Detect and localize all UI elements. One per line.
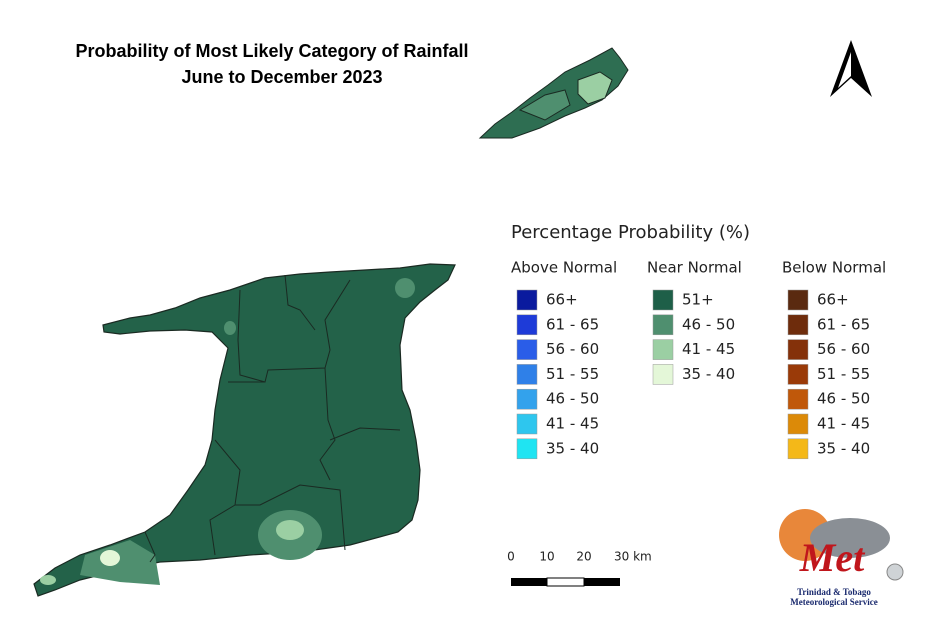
legend-swatch bbox=[652, 339, 674, 360]
legend-label: 46 - 50 bbox=[817, 390, 870, 408]
scale-segment bbox=[511, 578, 547, 586]
legend-swatch bbox=[787, 339, 809, 360]
legend-heading: Near Normal bbox=[647, 259, 742, 277]
scale-segment bbox=[546, 577, 585, 587]
legend-label: 46 - 50 bbox=[546, 390, 599, 408]
logo-mark: Met bbox=[799, 535, 866, 580]
legend-swatch bbox=[787, 289, 809, 311]
title-line: June to December 2023 bbox=[181, 67, 382, 87]
legend-swatch bbox=[516, 388, 538, 410]
logo-text: Meteorological Service bbox=[790, 597, 878, 607]
legend-label: 51+ bbox=[682, 291, 714, 309]
scale-label: 10 bbox=[539, 550, 554, 564]
legend-swatch bbox=[652, 289, 674, 311]
trinidad bbox=[33, 263, 456, 597]
scale-segment bbox=[584, 578, 620, 586]
legend: Above Normal 66+ 61 - 65 56 - 60 51 - 55 46 -… bbox=[511, 259, 886, 460]
legend-label: 35 - 40 bbox=[817, 439, 870, 457]
logo-text: Trinidad & Tobago bbox=[797, 587, 871, 597]
legend-label: 61 - 65 bbox=[546, 315, 599, 333]
logo: Met Trinidad & Tobago Meteorological Ser… bbox=[779, 509, 904, 607]
legend-label: 35 - 40 bbox=[546, 439, 599, 457]
legend-swatch bbox=[787, 413, 809, 435]
legend-swatch bbox=[787, 314, 809, 336]
legend-label: 35 - 40 bbox=[682, 365, 735, 383]
legend-label: 66+ bbox=[546, 291, 578, 309]
legend-swatch bbox=[516, 314, 538, 336]
legend-title: Percentage Probability (%) bbox=[511, 222, 750, 243]
legend-heading: Above Normal bbox=[511, 259, 617, 277]
legend-swatch bbox=[652, 364, 674, 385]
legend-label: 51 - 55 bbox=[546, 365, 599, 383]
legend-label: 41 - 45 bbox=[817, 415, 870, 433]
title-line: Probability of Most Likely Category of R… bbox=[75, 41, 468, 61]
legend-swatch bbox=[787, 438, 809, 460]
legend-label: 56 - 60 bbox=[546, 340, 599, 358]
north-arrow bbox=[830, 40, 872, 97]
legend-label: 46 - 50 bbox=[682, 315, 735, 333]
legend-swatch bbox=[516, 438, 538, 460]
legend-label: 56 - 60 bbox=[817, 340, 870, 358]
tobago bbox=[478, 47, 629, 139]
legend-swatch bbox=[652, 314, 674, 336]
legend-swatch bbox=[516, 364, 538, 385]
legend-label: 66+ bbox=[817, 291, 849, 309]
scale-label: 20 bbox=[576, 550, 591, 564]
legend-label: 41 - 45 bbox=[682, 340, 735, 358]
legend-heading: Below Normal bbox=[782, 259, 886, 277]
legend-label: 61 - 65 bbox=[817, 315, 870, 333]
scale-label: 30 km bbox=[614, 550, 652, 564]
legend-swatch bbox=[516, 413, 538, 435]
scale-label: 0 bbox=[507, 550, 515, 564]
legend-swatch bbox=[516, 339, 538, 360]
legend-swatch bbox=[516, 289, 538, 311]
legend-label: 51 - 55 bbox=[817, 365, 870, 383]
legend-swatch bbox=[787, 388, 809, 410]
legend-label: 41 - 45 bbox=[546, 415, 599, 433]
legend-swatch bbox=[787, 364, 809, 385]
scale-bar: 0 10 20 30 km bbox=[507, 550, 652, 587]
